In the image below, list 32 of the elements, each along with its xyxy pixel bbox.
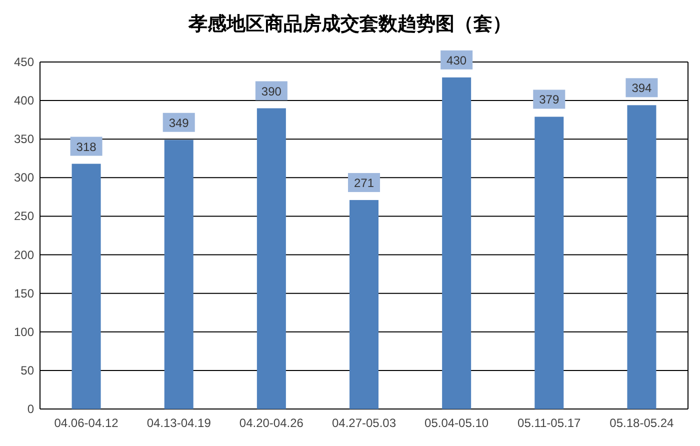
x-tick-label: 05.11-05.17	[518, 416, 582, 430]
data-label: 349	[168, 116, 190, 130]
bar	[534, 116, 564, 409]
data-label: 318	[76, 140, 97, 154]
bar	[627, 105, 656, 409]
chart-title: 孝感地区商品房成交套数趋势图（套）	[188, 13, 512, 35]
x-tick-label: 04.27-05.03	[332, 416, 396, 430]
x-tick-label: 04.13-04.19	[146, 416, 212, 430]
x-tick-label: 05.04-05.10	[424, 416, 489, 430]
bar	[256, 108, 286, 409]
y-tick-label: 200	[14, 248, 34, 262]
x-tick-label: 05.18-05.24	[610, 416, 674, 430]
x-tick-label: 04.06-04.12	[54, 416, 119, 430]
data-label: 390	[261, 84, 282, 98]
y-tick-label: 100	[14, 324, 34, 339]
bar	[72, 164, 101, 409]
y-tick-label: 150	[14, 286, 34, 300]
data-label: 271	[354, 176, 374, 190]
data-label: 430	[446, 53, 467, 68]
y-tick-label: 250	[14, 209, 34, 224]
bar	[442, 77, 472, 409]
y-tick-label: 350	[14, 132, 34, 146]
bar	[350, 200, 378, 409]
x-tick-label: 04.20-04.26	[239, 416, 304, 430]
y-tick-label: 450	[14, 55, 34, 69]
y-tick-label: 50	[20, 363, 34, 378]
y-tick-label: 400	[14, 94, 34, 108]
y-tick-label: 300	[14, 170, 34, 185]
data-label: 379	[539, 92, 560, 107]
data-label: 394	[632, 81, 652, 96]
y-tick-label: 0	[27, 402, 34, 416]
bar	[164, 140, 194, 409]
